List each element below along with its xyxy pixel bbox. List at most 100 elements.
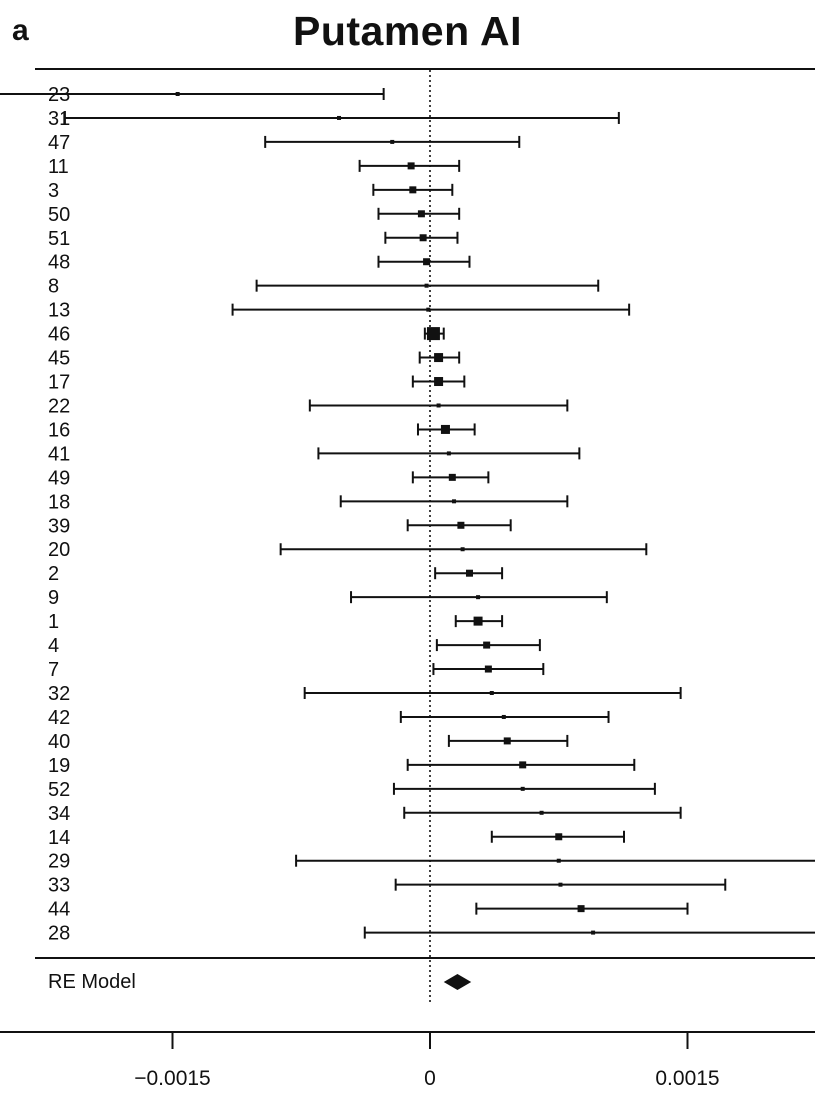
point-estimate-square bbox=[446, 451, 451, 456]
point-estimate-square bbox=[484, 665, 492, 673]
study-row: 39 bbox=[48, 515, 512, 537]
study-label: 16 bbox=[48, 419, 70, 441]
study-label: 20 bbox=[48, 539, 70, 561]
study-label: 42 bbox=[48, 707, 70, 729]
point-estimate-square bbox=[555, 833, 563, 841]
point-estimate-square bbox=[390, 139, 395, 144]
point-estimate-square bbox=[440, 424, 450, 434]
point-estimate-square bbox=[483, 641, 491, 649]
x-tick-label: 0.0015 bbox=[655, 1067, 719, 1090]
point-estimate-square bbox=[337, 115, 342, 120]
point-estimate-square bbox=[556, 858, 561, 863]
study-label: 17 bbox=[48, 372, 70, 394]
chart-title: Putamen AI bbox=[292, 8, 523, 54]
study-label: 52 bbox=[48, 779, 70, 801]
study-row: 14 bbox=[48, 827, 625, 849]
study-row: 28 bbox=[48, 923, 815, 945]
study-label: 34 bbox=[48, 803, 70, 825]
point-estimate-square bbox=[417, 210, 425, 218]
study-label: 47 bbox=[48, 132, 70, 154]
point-estimate-square bbox=[465, 569, 473, 577]
study-label: 49 bbox=[48, 467, 70, 489]
study-label: 32 bbox=[48, 683, 70, 705]
point-estimate-square bbox=[434, 353, 444, 363]
study-row: 49 bbox=[48, 467, 490, 489]
summary-label: RE Model bbox=[48, 971, 136, 993]
study-row: 17 bbox=[48, 372, 466, 394]
study-label: 13 bbox=[48, 300, 70, 322]
x-tick-label: −0.0015 bbox=[134, 1067, 211, 1090]
point-estimate-square bbox=[452, 499, 457, 504]
study-row: 51 bbox=[48, 228, 459, 250]
point-estimate-square bbox=[476, 595, 481, 600]
point-estimate-square bbox=[419, 234, 427, 242]
point-estimate-square bbox=[426, 327, 440, 341]
point-estimate-square bbox=[434, 377, 444, 387]
point-estimate-square bbox=[473, 616, 483, 626]
x-tick-label: 0 bbox=[424, 1067, 436, 1090]
panel-label: a bbox=[12, 14, 29, 47]
study-row: 20 bbox=[48, 539, 648, 561]
study-label: 29 bbox=[48, 851, 70, 873]
point-estimate-square bbox=[501, 714, 506, 719]
study-row: 7 bbox=[48, 659, 545, 681]
study-row: 16 bbox=[48, 419, 476, 441]
point-estimate-square bbox=[558, 882, 563, 887]
study-row: 9 bbox=[48, 587, 608, 609]
study-label: 9 bbox=[48, 587, 59, 609]
study-row: 22 bbox=[48, 395, 569, 417]
study-label: 48 bbox=[48, 252, 70, 274]
study-label: 7 bbox=[48, 659, 59, 681]
study-row: 42 bbox=[48, 707, 610, 729]
study-row: 4 bbox=[48, 635, 541, 657]
study-row: 44 bbox=[48, 899, 689, 921]
study-label: 41 bbox=[48, 443, 70, 465]
point-estimate-square bbox=[407, 162, 415, 170]
study-row: 3 bbox=[48, 180, 454, 202]
study-row: 34 bbox=[48, 803, 682, 825]
point-estimate-square bbox=[577, 905, 585, 913]
study-row: 29 bbox=[48, 851, 815, 873]
study-label: 19 bbox=[48, 755, 70, 777]
study-row: 1 bbox=[48, 611, 504, 633]
study-row: 23 bbox=[0, 84, 385, 106]
point-estimate-square bbox=[457, 521, 465, 529]
point-estimate-square bbox=[424, 283, 429, 288]
point-estimate-square bbox=[436, 403, 441, 408]
point-estimate-square bbox=[489, 691, 494, 695]
study-row: 33 bbox=[48, 875, 727, 897]
study-label: 40 bbox=[48, 731, 70, 753]
point-estimate-square bbox=[503, 737, 511, 745]
study-row: 11 bbox=[48, 156, 461, 178]
study-label: 50 bbox=[48, 204, 70, 226]
study-label: 28 bbox=[48, 923, 70, 945]
study-label: 33 bbox=[48, 875, 70, 897]
study-row: 31 bbox=[48, 108, 620, 130]
study-label: 18 bbox=[48, 491, 70, 513]
study-row: 19 bbox=[48, 755, 636, 777]
study-row: 40 bbox=[48, 731, 569, 753]
study-label: 39 bbox=[48, 515, 70, 537]
study-row: 52 bbox=[48, 779, 656, 801]
point-estimate-square bbox=[460, 547, 465, 552]
study-label: 11 bbox=[48, 156, 69, 178]
point-estimate-square bbox=[591, 930, 596, 935]
point-estimate-square bbox=[426, 307, 431, 312]
study-label: 51 bbox=[48, 228, 70, 250]
study-row: 13 bbox=[48, 300, 631, 322]
study-label: 8 bbox=[48, 276, 59, 298]
study-row: 2 bbox=[48, 563, 504, 585]
study-row: 32 bbox=[48, 683, 682, 705]
summary-diamond bbox=[443, 974, 472, 990]
point-estimate-square bbox=[519, 761, 527, 769]
study-row: 50 bbox=[48, 204, 461, 226]
point-estimate-square bbox=[423, 258, 431, 266]
study-label: 4 bbox=[48, 635, 59, 657]
study-label: 2 bbox=[48, 563, 59, 585]
study-label: 46 bbox=[48, 324, 70, 346]
study-label: 22 bbox=[48, 395, 70, 417]
study-row: 18 bbox=[48, 491, 569, 513]
point-estimate-square bbox=[409, 186, 417, 194]
